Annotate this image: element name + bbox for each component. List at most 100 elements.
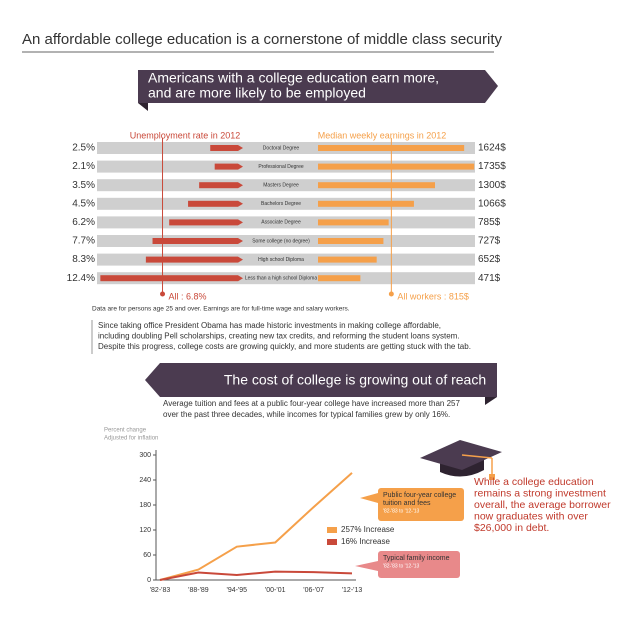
- banner: [138, 70, 498, 103]
- line-series: [159, 472, 353, 581]
- debt-text: While a college education: [474, 476, 594, 488]
- bar-arrow: [238, 275, 243, 282]
- value-label: 727$: [478, 236, 501, 247]
- bar: [318, 163, 475, 170]
- callout-pointer: [360, 493, 378, 503]
- reference-dot: [160, 291, 166, 297]
- bar: [199, 182, 238, 189]
- page-title: An affordable college education is a cor…: [22, 31, 502, 48]
- reference-label: All workers : 815$: [397, 291, 469, 301]
- paragraph-line: Despite this progress, college costs are…: [98, 342, 471, 351]
- value-label: 652$: [478, 254, 501, 265]
- reference-dot: [388, 291, 394, 297]
- callout: [378, 488, 464, 521]
- axis-title: Percent change: [104, 428, 147, 434]
- body-text: over the past three decades, while incom…: [163, 410, 450, 419]
- callout-subtitle: '82-'83 to '12-'13: [383, 563, 420, 569]
- value-label: 1735$: [478, 161, 506, 172]
- bar: [152, 238, 238, 244]
- value-label: 785$: [478, 217, 501, 228]
- callout-text: tuition and fees: [383, 500, 431, 507]
- banner-text: The cost of college is growing out of re…: [224, 372, 486, 388]
- bar: [318, 200, 414, 207]
- x-tick-label: '94-'95: [227, 587, 248, 594]
- y-tick-label: 300: [139, 452, 151, 459]
- banner-fold: [138, 103, 148, 111]
- bar: [318, 219, 389, 226]
- bar-arrow: [238, 219, 243, 226]
- category-label: Bachelors Degree: [261, 201, 301, 207]
- bar: [100, 275, 238, 282]
- y-tick-label: 180: [139, 502, 151, 509]
- bar-arrow: [238, 256, 243, 263]
- category-label: Less than a high school Diploma: [245, 276, 317, 282]
- category-label: Doctoral Degree: [263, 145, 300, 151]
- debt-text: now graduates with over: [474, 510, 588, 522]
- category-label: Masters Degree: [263, 183, 299, 189]
- debt-text: remains a strong investment: [474, 487, 606, 499]
- series-title: Median weekly earnings in 2012: [318, 130, 447, 140]
- body-text: Average tuition and fees at a public fou…: [163, 399, 460, 408]
- bar: [318, 238, 384, 244]
- bar-arrow: [238, 200, 243, 207]
- bar: [318, 256, 377, 263]
- callout-text: Public four-year college: [383, 492, 456, 499]
- category-label: High school Diploma: [258, 257, 304, 263]
- bar: [318, 275, 361, 282]
- bar: [318, 182, 435, 189]
- paragraph-line: Since taking office President Obama has …: [98, 321, 441, 330]
- y-tick-label: 240: [139, 477, 151, 484]
- reference-label: All : 6.8%: [169, 291, 207, 301]
- value-label: 6.2%: [72, 217, 95, 228]
- y-tick-label: 0: [147, 577, 151, 584]
- bar-arrow: [238, 145, 243, 151]
- value-label: 2.1%: [72, 161, 95, 172]
- x-tick-label: '82-'83: [150, 587, 171, 594]
- value-label: 7.7%: [72, 236, 95, 247]
- x-tick-label: '06-'07: [303, 587, 324, 594]
- legend-label: 16% Increase: [341, 537, 390, 546]
- x-tick-label: '12-'13: [342, 587, 363, 594]
- value-label: 3.5%: [72, 180, 95, 191]
- bar-arrow: [238, 163, 243, 170]
- banner-text: and are more likely to be employed: [148, 85, 366, 101]
- bar: [210, 145, 238, 151]
- graduation-cap-icon: [420, 440, 502, 480]
- banner-fold: [485, 397, 497, 405]
- value-label: 2.5%: [72, 143, 95, 154]
- value-label: 471$: [478, 273, 501, 284]
- bar: [214, 163, 238, 170]
- value-label: 1300$: [478, 180, 506, 191]
- value-label: 1066$: [478, 198, 506, 209]
- banner-text: Americans with a college education earn …: [148, 70, 439, 86]
- y-tick-label: 120: [139, 527, 151, 534]
- callout-subtitle: '82-'83 to '12-'13: [383, 508, 420, 514]
- series-title: Unemployment rate in 2012: [130, 130, 241, 140]
- bar: [145, 256, 238, 263]
- bar: [188, 200, 238, 207]
- axis-title: Adjusted for inflation: [104, 436, 158, 442]
- legend-swatch: [327, 539, 337, 545]
- value-label: 8.3%: [72, 254, 95, 265]
- category-label: Professional Degree: [258, 164, 304, 170]
- paragraph-line: including doubling Pell scholarships, cr…: [98, 332, 460, 341]
- value-label: 4.5%: [72, 198, 95, 209]
- debt-text: $26,000 in debt.: [474, 522, 549, 534]
- callout: [378, 551, 460, 578]
- note: Data are for persons age 25 and over. Ea…: [92, 306, 350, 313]
- line-series: [159, 570, 353, 581]
- callout-text: Typical family income: [383, 555, 450, 562]
- callout-pointer: [355, 561, 378, 571]
- bar-arrow: [238, 182, 243, 189]
- legend-swatch: [327, 527, 337, 533]
- x-tick-label: '88-'89: [188, 587, 209, 594]
- value-label: 1624$: [478, 143, 506, 154]
- x-tick-label: '00-'01: [265, 587, 286, 594]
- debt-text: overall, the average borrower: [474, 499, 611, 511]
- bar: [169, 219, 238, 226]
- category-label: Associate Degree: [261, 220, 301, 226]
- bar-arrow: [238, 238, 243, 244]
- banner: [145, 363, 497, 397]
- legend-label: 257% Increase: [341, 525, 395, 534]
